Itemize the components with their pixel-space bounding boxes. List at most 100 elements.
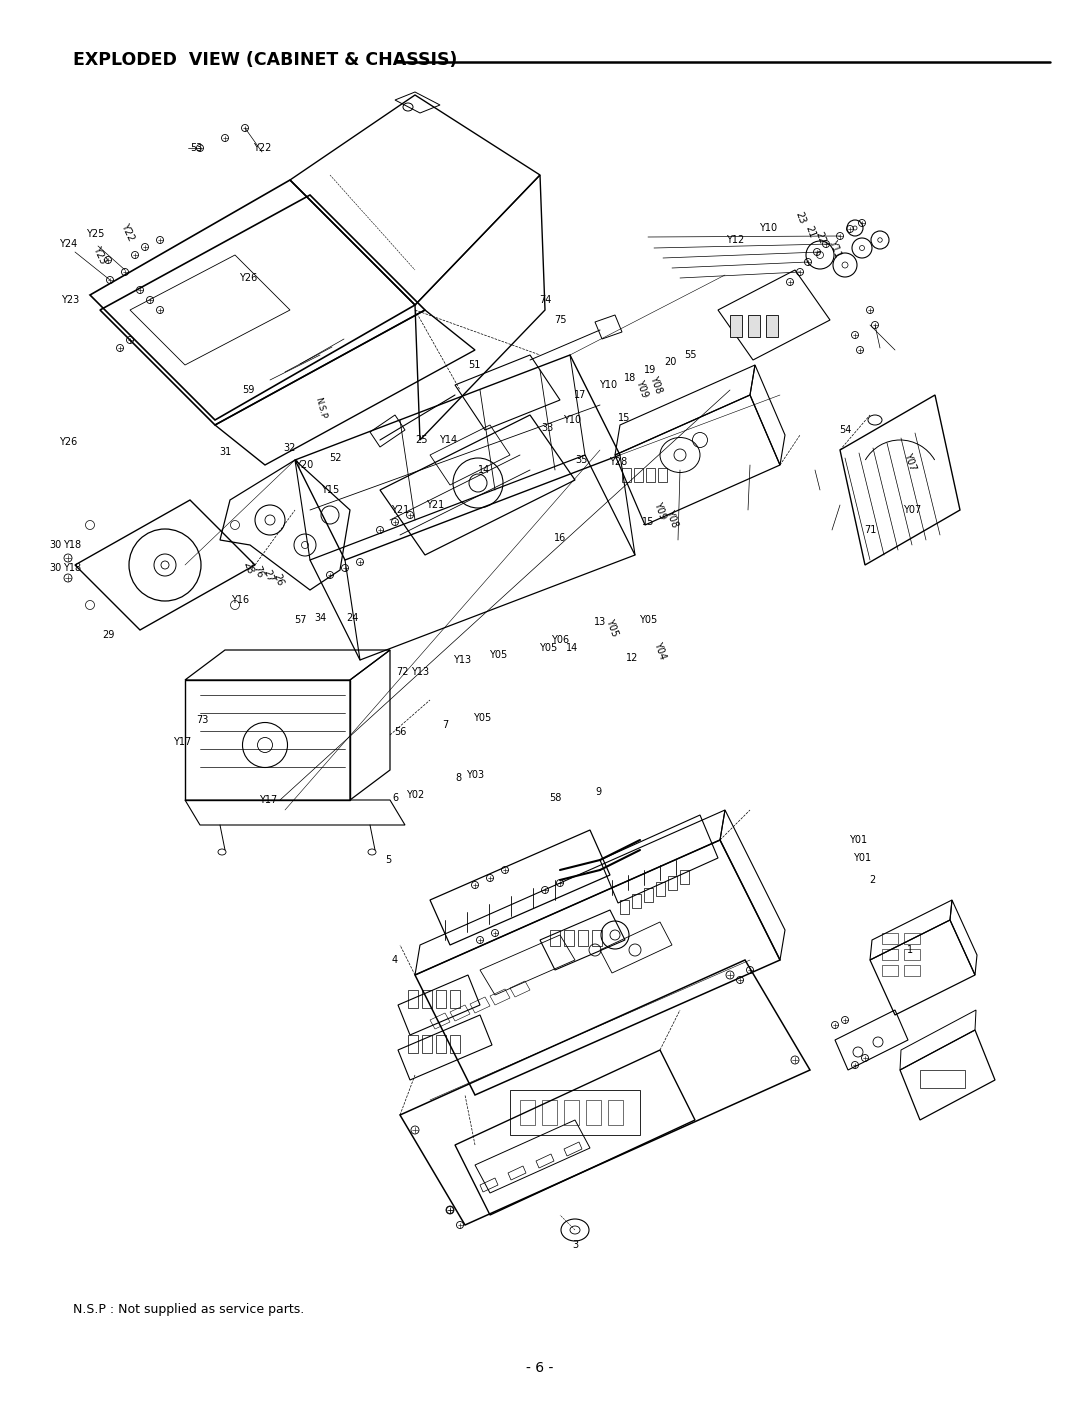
Text: Y14: Y14 [438,434,457,446]
Text: 6: 6 [392,793,399,803]
Text: 21: 21 [804,224,816,240]
Text: 52: 52 [328,453,341,462]
Text: Y26: Y26 [59,437,77,447]
Bar [564,930,573,946]
Text: 75: 75 [554,315,566,325]
Bar [408,1035,418,1054]
Text: 23: 23 [793,210,807,226]
Text: Y22: Y22 [120,221,136,242]
Text: 25: 25 [416,434,429,446]
Text: 8: 8 [455,773,461,783]
Text: 27: 27 [261,569,274,584]
Text: 71: 71 [864,525,876,535]
Bar [904,948,920,960]
Bar [656,883,665,897]
Text: Y22: Y22 [253,143,271,153]
Text: 2: 2 [869,876,875,885]
Text: 31: 31 [219,447,231,457]
Bar [592,930,602,946]
Text: 4: 4 [392,955,399,965]
Text: Y28: Y28 [609,457,627,467]
Bar [622,468,631,482]
Bar [436,1035,446,1054]
Text: 35: 35 [576,455,589,465]
Text: Y07: Y07 [903,504,921,516]
Text: 30: 30 [49,539,62,551]
Text: 76: 76 [252,565,265,580]
Text: Y16: Y16 [231,595,249,605]
Text: 26: 26 [271,573,285,587]
Bar [882,933,897,944]
Bar [519,1100,535,1125]
Bar [634,468,643,482]
Text: 15: 15 [642,517,654,527]
Text: Y23: Y23 [60,296,79,305]
Text: 33: 33 [541,423,553,433]
Text: Y03: Y03 [465,771,484,780]
Text: 59: 59 [242,385,254,395]
Bar [422,1035,432,1054]
Text: 56: 56 [394,727,406,737]
Text: 58: 58 [549,793,562,803]
Text: Y05: Y05 [639,615,657,625]
Bar [646,468,654,482]
Text: 24: 24 [346,614,359,623]
Text: 13: 13 [594,616,606,628]
Bar [436,991,446,1007]
Text: Y08: Y08 [648,374,664,394]
Text: 57: 57 [294,615,307,625]
Text: 34: 34 [314,614,326,623]
Bar [748,315,760,338]
Bar [564,1100,579,1125]
Text: Y05: Y05 [539,643,557,653]
Text: Y21: Y21 [426,500,444,510]
Text: Y18: Y18 [63,563,81,573]
Bar [920,1070,966,1089]
Text: Y20: Y20 [295,460,313,469]
Text: Y05: Y05 [604,618,620,639]
Bar [422,991,432,1007]
Text: 55: 55 [684,350,697,360]
Text: 1: 1 [907,946,913,955]
Text: Y10: Y10 [759,223,778,233]
Text: Y05: Y05 [489,650,508,660]
Text: Y09: Y09 [652,500,667,520]
Bar [904,933,920,944]
Text: Y09: Y09 [634,378,650,398]
Text: Y07: Y07 [902,451,918,472]
Bar [608,1100,623,1125]
Text: N.S.P : Not supplied as service parts.: N.S.P : Not supplied as service parts. [73,1303,305,1317]
Text: 72: 72 [395,667,408,677]
Text: EXPLODED  VIEW (CABINET & CHASSIS): EXPLODED VIEW (CABINET & CHASSIS) [73,50,457,69]
Text: 16: 16 [554,532,566,544]
Text: Y02: Y02 [406,790,424,800]
Text: 20: 20 [664,357,676,367]
Text: Y23: Y23 [92,245,108,265]
Text: 17: 17 [573,389,586,401]
Text: Y10: Y10 [599,380,617,389]
Text: Y25: Y25 [85,228,104,240]
Bar [510,1090,640,1135]
Text: Y11: Y11 [827,238,842,258]
Text: 74: 74 [539,296,551,305]
Text: 22: 22 [813,230,827,245]
Text: Y17: Y17 [259,794,278,806]
Bar [542,1100,557,1125]
Text: Y13: Y13 [410,667,429,677]
Text: 14: 14 [566,643,578,653]
Text: 28: 28 [241,560,255,576]
Text: 32: 32 [284,443,296,453]
Bar [669,876,677,890]
Bar [578,930,588,946]
Text: 73: 73 [195,715,208,724]
Text: Y12: Y12 [726,235,744,245]
Text: 7: 7 [442,720,448,730]
Bar [644,888,653,902]
Bar [450,1035,460,1054]
Text: Y15: Y15 [321,485,339,495]
Text: Y05: Y05 [473,713,491,723]
Text: Y18: Y18 [63,539,81,551]
Bar [550,930,561,946]
Text: Y01: Y01 [853,853,872,863]
Text: 15: 15 [618,413,631,423]
